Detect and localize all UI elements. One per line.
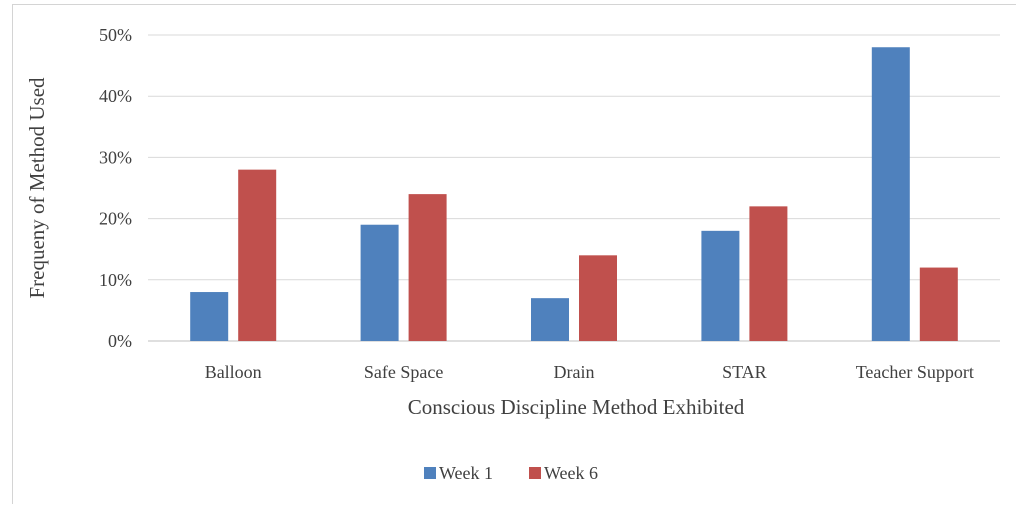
x-axis-title: Conscious Discipline Method Exhibited bbox=[408, 395, 745, 419]
x-axis-ticks: Balloon Safe Space Drain STAR Teacher Suppor… bbox=[205, 362, 974, 382]
bar-week-6-safe-space bbox=[408, 194, 447, 341]
bar-week-6-star bbox=[749, 206, 788, 341]
y-tick-label: 30% bbox=[99, 147, 132, 167]
legend-swatch-week-1 bbox=[424, 467, 436, 479]
bar-week-6-balloon bbox=[238, 169, 277, 341]
chart-frame bbox=[12, 4, 1016, 504]
legend-swatch-week-6 bbox=[529, 467, 541, 479]
legend-label-week-1: Week 1 bbox=[439, 463, 493, 483]
y-axis-ticks: 0% 10% 20% 30% 40% 50% bbox=[99, 25, 132, 351]
x-tick-label: Balloon bbox=[205, 362, 262, 382]
x-tick-label: STAR bbox=[722, 362, 767, 382]
bar-week-1-balloon bbox=[190, 292, 229, 341]
y-tick-label: 0% bbox=[108, 331, 132, 351]
bar-week-1-teacher-support bbox=[871, 47, 910, 342]
y-axis-title: Frequeny of Method Used bbox=[25, 77, 49, 299]
x-tick-label: Teacher Support bbox=[856, 362, 974, 382]
legend-label-week-6: Week 6 bbox=[544, 463, 598, 483]
bar-week-1-drain bbox=[531, 298, 569, 341]
gridlines bbox=[148, 34, 1000, 342]
bar-week-1-star bbox=[701, 230, 740, 341]
legend: Week 1 Week 6 bbox=[424, 463, 598, 483]
y-tick-label: 50% bbox=[99, 25, 132, 45]
bar-week-1-safe-space bbox=[360, 224, 399, 341]
bar-week-6-drain bbox=[579, 255, 617, 341]
y-tick-label: 10% bbox=[99, 270, 132, 290]
x-tick-label: Safe Space bbox=[364, 362, 443, 382]
bar-week-6-teacher-support bbox=[919, 267, 958, 341]
y-tick-label: 40% bbox=[99, 86, 132, 106]
x-tick-label: Drain bbox=[554, 362, 595, 382]
bars bbox=[190, 47, 958, 342]
y-tick-label: 20% bbox=[99, 209, 132, 229]
